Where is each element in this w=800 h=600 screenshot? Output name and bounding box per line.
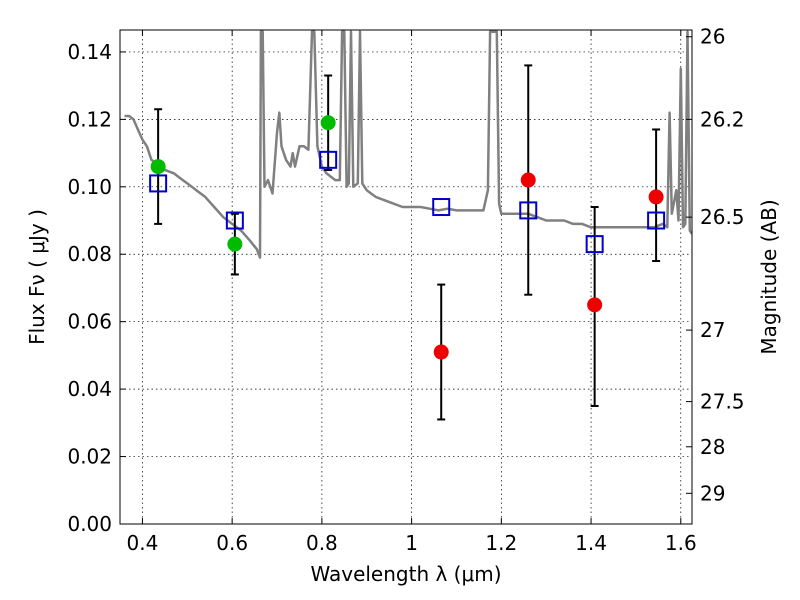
y-tick-label: 0.04 (67, 377, 112, 401)
x-tick-label: 1.6 (665, 531, 697, 555)
plot-area (124, 30, 692, 421)
model-flux-square (319, 150, 338, 169)
y-axis-title: Flux Fν ( μJy ) (25, 209, 49, 345)
right-axis-title: Magnitude (AB) (757, 199, 781, 354)
x-tick-label: 1.4 (575, 531, 607, 555)
observed-flux-point (587, 297, 603, 313)
y-tick-label: 0.00 (67, 512, 112, 536)
right-tick-label: 28 (700, 435, 725, 459)
y-tick-label: 0.02 (67, 445, 112, 469)
model-flux-square (225, 211, 244, 230)
right-tick-label: 29 (700, 481, 725, 505)
plot-frame (119, 29, 693, 525)
y-tick-label: 0.12 (67, 107, 112, 131)
y-tick-label: 0.06 (67, 310, 112, 334)
observed-flux-point (227, 236, 243, 252)
right-tick-label: 26.5 (700, 205, 745, 229)
right-tick-label: 27 (700, 318, 725, 342)
right-tick-label: 26.2 (700, 107, 745, 131)
observed-flux-point (320, 115, 336, 131)
y-tick-label: 0.08 (67, 242, 112, 266)
model-flux-square (585, 235, 604, 254)
observed-flux-point (520, 172, 536, 188)
x-tick-label: 1.2 (485, 531, 517, 555)
y-tick-label: 0.14 (67, 40, 112, 64)
x-tick-label: 0.6 (216, 531, 248, 555)
y-tick-label: 0.10 (67, 175, 112, 199)
right-tick-label: 26 (700, 25, 725, 49)
x-axis-title: Wavelength λ (μm) (310, 562, 501, 586)
observed-flux-point (150, 159, 166, 175)
x-tick-label: 0.4 (127, 531, 159, 555)
right-tick-label: 27.5 (700, 390, 745, 414)
observed-flux-point (433, 344, 449, 360)
observed-flux-point (648, 189, 664, 205)
model-flux-square (519, 201, 538, 220)
axes-ticks: 0.4 0.6 0.8 1 1.2 1.4 1.6 0.00 0.02 0.04 0.06 0.08 0… (67, 25, 744, 555)
model-flux-square (432, 198, 451, 217)
x-tick-label: 0.8 (306, 531, 338, 555)
model-flux-square (647, 211, 666, 230)
model-flux-square (149, 174, 168, 193)
x-tick-label: 1 (405, 531, 418, 555)
